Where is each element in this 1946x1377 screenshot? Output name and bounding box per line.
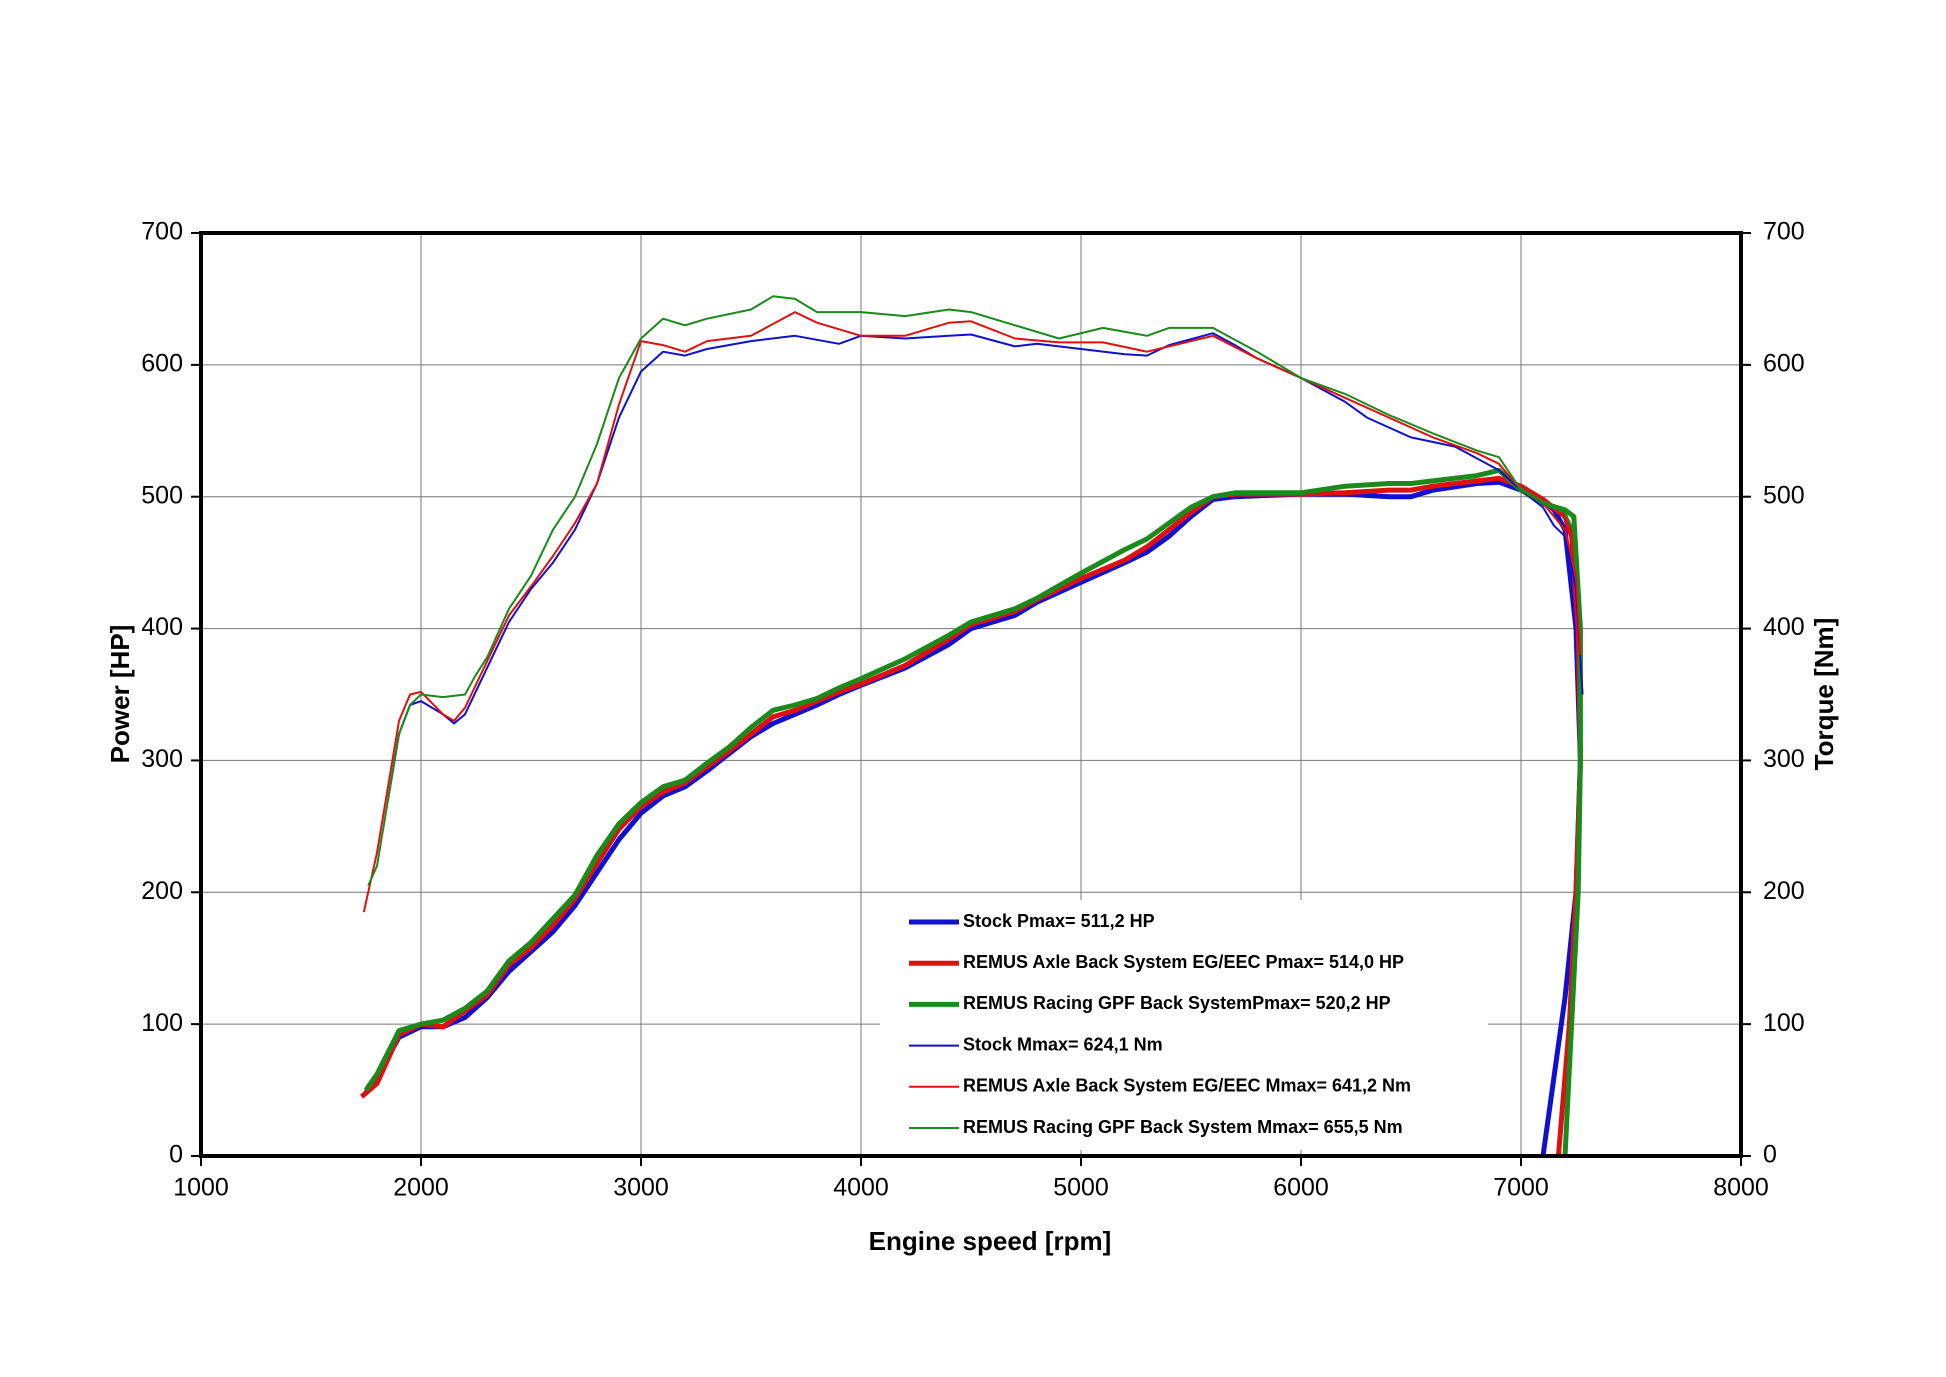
y-tick-label: 300 (141, 745, 183, 773)
x-tick-label: 4000 (833, 1174, 889, 1202)
y2-tick-label: 700 (1763, 218, 1805, 246)
x-tick-label: 6000 (1273, 1174, 1329, 1202)
y2-tick-label: 400 (1763, 613, 1805, 641)
y2-tick-label: 100 (1763, 1009, 1805, 1037)
legend-label: REMUS Axle Back System EG/EEC Mmax= 641,… (963, 1076, 1411, 1096)
legend-label: REMUS Axle Back System EG/EEC Pmax= 514,… (963, 952, 1404, 972)
y2-tick-label: 0 (1763, 1141, 1777, 1169)
y2-tick-label: 200 (1763, 877, 1805, 905)
x-tick-label: 3000 (613, 1174, 669, 1202)
y-tick-label: 600 (141, 349, 183, 377)
y2-tick-label: 500 (1763, 481, 1805, 509)
y-tick-label: 100 (141, 1009, 183, 1037)
x-tick-label: 8000 (1713, 1174, 1769, 1202)
y-tick-label: 0 (169, 1141, 183, 1169)
y2-axis-title: Torque [Nm] (1809, 618, 1839, 771)
series-line (367, 295, 1582, 887)
y-tick-label: 500 (141, 481, 183, 509)
legend-label: REMUS Racing GPF Back System Mmax= 655,5… (963, 1117, 1403, 1137)
x-tick-label: 5000 (1053, 1174, 1109, 1202)
plot-border (199, 231, 1743, 1158)
legend-label: REMUS Racing GPF Back SystemPmax= 520,2 … (963, 993, 1391, 1013)
legend-background (880, 900, 1488, 1150)
x-tick-label: 7000 (1493, 1174, 1549, 1202)
y2-tick-label: 600 (1763, 349, 1805, 377)
x-tick-label: 2000 (393, 1174, 449, 1202)
y-tick-label: 700 (141, 218, 183, 246)
legend-label: Stock Pmax= 511,2 HP (963, 911, 1155, 931)
x-tick-label: 1000 (173, 1174, 229, 1202)
series-line (387, 332, 1584, 801)
legend: Stock Pmax= 511,2 HP REMUS Axle Back Syst… (880, 900, 1488, 1150)
y-tick-label: 200 (141, 877, 183, 905)
y-axis-title: Power [HP] (105, 625, 135, 764)
series-line (362, 311, 1582, 913)
y-tick-label: 400 (141, 613, 183, 641)
y2-tick-label: 300 (1763, 745, 1805, 773)
legend-label: Stock Mmax= 624,1 Nm (963, 1034, 1163, 1054)
x-axis-title: Engine speed [rpm] (869, 1226, 1112, 1256)
